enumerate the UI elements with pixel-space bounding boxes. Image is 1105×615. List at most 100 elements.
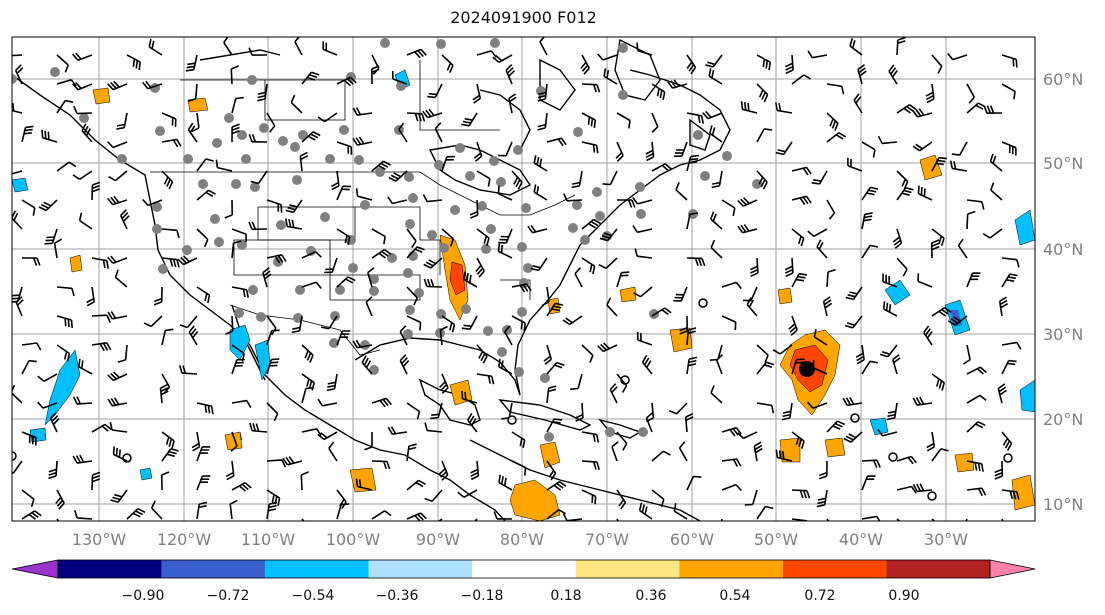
wind-barb (406, 48, 427, 59)
wind-barb (581, 489, 597, 505)
wind-barb (930, 239, 940, 259)
wind-barb (686, 475, 702, 491)
wind-barb (1001, 341, 1022, 350)
wind-barb (21, 359, 37, 375)
wind-barb (546, 137, 567, 147)
colorbar-tick-label: −0.54 (292, 588, 335, 604)
wind-barb (301, 281, 322, 290)
lat-tick: 60°N (1043, 70, 1083, 89)
wind-barb (423, 278, 443, 288)
wind-barb (926, 431, 936, 452)
wind-barb (72, 454, 93, 464)
wind-barb (784, 257, 794, 278)
wind-barb (285, 199, 303, 214)
wind-barb (439, 325, 448, 346)
wind-barb (406, 479, 426, 491)
wind-barb (461, 315, 478, 330)
wind-barb (966, 366, 987, 375)
colorbar-segment (575, 560, 680, 578)
wind-barb (571, 170, 583, 189)
wind-barb (1001, 359, 1017, 375)
wind-barb (317, 112, 338, 123)
wind-barb (301, 373, 315, 391)
wind-barb (300, 471, 310, 491)
wind-barb (678, 441, 688, 462)
colorbar-segment (679, 560, 783, 578)
wind-barb (492, 54, 513, 63)
lat-tick: 50°N (1043, 154, 1083, 173)
wind-barb (498, 474, 513, 491)
wind-barb (196, 189, 216, 201)
wind-barb (931, 373, 945, 391)
wind-barb (424, 489, 443, 503)
wind-barb (546, 361, 565, 375)
wind-barb (301, 344, 314, 363)
wind-barb (581, 83, 601, 93)
wind-barb (686, 212, 698, 230)
wind-barb (1001, 54, 1018, 68)
wind-barb (574, 267, 583, 288)
wind-barb (388, 170, 408, 182)
wind-barb (721, 199, 736, 216)
lon-tick: 110°W (241, 530, 296, 549)
wind-barb (581, 344, 594, 364)
wind-barb (546, 385, 557, 404)
wind-barb (505, 64, 516, 85)
colorbar-over-triangle (989, 559, 1036, 579)
wind-barb (470, 460, 480, 481)
wind-barb (651, 489, 665, 508)
wind-barb (371, 228, 386, 245)
wind-barb (966, 460, 984, 472)
colorbar (11, 559, 1036, 579)
wind-barb (791, 273, 808, 288)
wind-barb (708, 68, 723, 85)
colorbar-tick-label: −0.90 (122, 588, 165, 604)
wind-barb (107, 397, 128, 407)
wind-barb (37, 373, 58, 382)
wind-barb (951, 141, 968, 156)
lon-tick: 60°W (670, 530, 714, 549)
wind-barb (14, 64, 24, 85)
wind-barb (107, 195, 128, 206)
wind-barb (320, 315, 338, 330)
wind-barb (371, 160, 391, 172)
wind-barb (715, 354, 724, 375)
lon-tick: 70°W (585, 530, 629, 549)
wind-barb (196, 228, 209, 248)
wind-barb (266, 358, 280, 375)
wind-barb (702, 110, 723, 120)
wind-barb (616, 271, 630, 288)
wind-barb (791, 195, 812, 205)
wind-barb (791, 358, 805, 375)
wind-barb (826, 112, 839, 132)
wind-barb (119, 209, 130, 230)
wind-barb (161, 431, 175, 449)
wind-barb (710, 211, 723, 230)
wind-barb (826, 420, 846, 433)
wind-barb (248, 221, 268, 231)
wind-barb (229, 499, 238, 520)
wind-barb (957, 238, 968, 259)
wind-barb (37, 401, 58, 409)
wind-barb (811, 170, 828, 185)
colorbar-segment (265, 560, 369, 578)
wind-barb (508, 93, 517, 114)
wind-barb (493, 511, 513, 520)
wind-barb (537, 83, 548, 102)
wind-barb (983, 105, 1003, 114)
wind-barb (231, 240, 242, 259)
wind-barb (114, 269, 128, 288)
wind-barb (371, 397, 392, 408)
wind-barb (511, 283, 532, 293)
wind-barb (126, 54, 141, 71)
wind-barb (225, 315, 234, 335)
wind-barb (861, 459, 881, 469)
wind-barb (791, 228, 805, 247)
wind-barb (475, 257, 485, 278)
wind-barb (632, 225, 653, 234)
colorbar-segment (58, 560, 162, 578)
wind-barb (744, 489, 758, 506)
wind-barb (966, 487, 987, 497)
colorbar-segment (161, 560, 266, 578)
wind-barb (91, 471, 101, 491)
